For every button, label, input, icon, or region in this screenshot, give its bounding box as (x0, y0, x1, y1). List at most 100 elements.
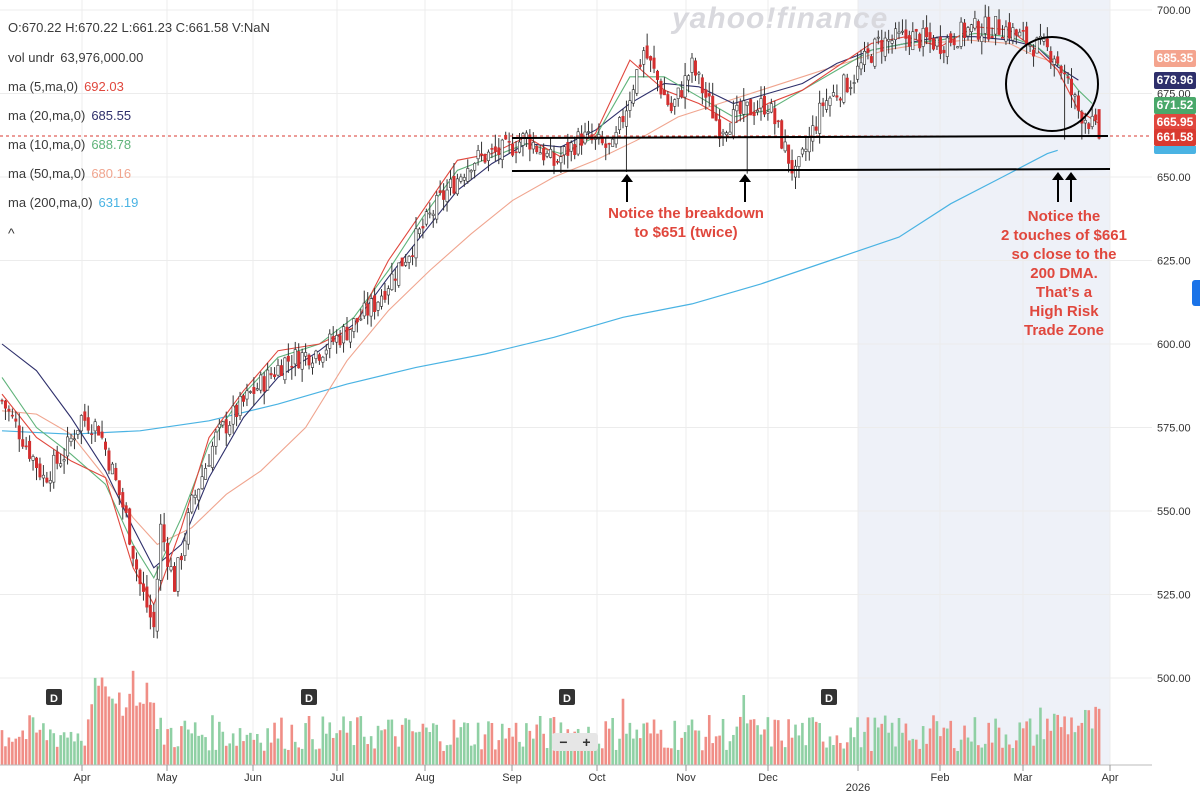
volume-bar (297, 747, 300, 765)
volume-bar (828, 736, 832, 765)
candle-body (486, 151, 490, 161)
arrow-mar-2 (1065, 172, 1077, 202)
zoom-in-button[interactable]: + (582, 734, 591, 750)
volume-bar (797, 735, 801, 765)
candle-body (438, 190, 442, 193)
volume-bar (514, 722, 518, 765)
candle-body (645, 45, 649, 59)
volume-bar (1063, 716, 1066, 765)
zoom-out-button[interactable]: − (559, 734, 568, 750)
candle-body (1063, 72, 1067, 75)
volume-bar (811, 717, 815, 765)
volume-bar (456, 737, 459, 765)
volume-bar (721, 718, 725, 765)
candle-body (1059, 65, 1063, 74)
candle-body (166, 542, 170, 567)
price-tag: 685.35 (1154, 50, 1196, 67)
volume-bar (904, 723, 908, 765)
candle-body (859, 62, 863, 70)
candle-body (907, 35, 911, 47)
volume-bar (528, 730, 532, 765)
candle-body (738, 101, 742, 114)
candle-body (10, 414, 14, 417)
volume-bar (569, 749, 573, 765)
candle-body (507, 141, 511, 143)
side-panel-toggle[interactable] (1192, 280, 1200, 306)
candle-body (1097, 109, 1101, 139)
volume-bar (1087, 710, 1091, 765)
volume-bar (190, 733, 194, 765)
volume-bar (104, 686, 107, 765)
candle-body (666, 94, 670, 105)
price-tag: 665.95 (1154, 114, 1196, 131)
yahoo-finance-watermark: yahoo!finance (672, 2, 889, 35)
candle-body (445, 189, 449, 202)
volume-bar (69, 731, 73, 765)
candle-body (983, 16, 987, 34)
candle-body (76, 429, 80, 435)
candle-body (607, 142, 611, 145)
volume-bar (152, 702, 156, 765)
candle-body (921, 28, 925, 47)
volume-bar (59, 735, 62, 765)
volume-bar (100, 677, 104, 765)
volume-bar (732, 734, 735, 765)
candlesticks (0, 4, 1101, 639)
x-tick-label: Jul (330, 772, 344, 784)
candle-body (1056, 56, 1060, 64)
candle-body (773, 108, 777, 125)
volume-bar (473, 744, 476, 765)
collapse-legend-icon[interactable]: ^ (8, 225, 15, 241)
volume-bar (597, 743, 601, 765)
volume-bar (701, 750, 704, 765)
volume-bar (1097, 708, 1101, 765)
volume-bar (535, 724, 539, 765)
x-tick-label: Mar (1014, 772, 1033, 784)
volume-bar (449, 744, 452, 765)
candle-body (793, 165, 797, 178)
candle-body (162, 524, 166, 543)
candle-body (373, 295, 377, 312)
volume-bar (880, 723, 884, 765)
annotation-line: to $651 (twice) (634, 224, 738, 241)
candle-body (731, 109, 735, 137)
volume-bar (1073, 732, 1077, 765)
candle-body (383, 290, 387, 300)
candle-body (124, 505, 128, 513)
volume-bar (90, 704, 93, 765)
volume-bar (204, 737, 207, 765)
volume-bar (218, 721, 221, 765)
candle-body (186, 512, 190, 545)
zoom-control[interactable]: − + (552, 733, 598, 751)
candle-body (31, 456, 35, 461)
candle-body (700, 77, 704, 94)
volume-bar (314, 749, 318, 765)
candle-body (994, 16, 998, 35)
candle-body (411, 255, 415, 257)
candle-body (52, 454, 56, 483)
candle-body (1025, 26, 1029, 45)
volume-bar (863, 731, 866, 765)
volume-bar (980, 747, 984, 765)
candle-body (359, 318, 363, 321)
candle-body (1066, 76, 1070, 79)
volume-bar (1018, 722, 1022, 765)
volume-bar (990, 742, 994, 765)
volume-bar (66, 737, 69, 765)
volume-bar (17, 736, 21, 765)
candle-body (317, 354, 321, 361)
candle-body (949, 33, 953, 43)
volume-bar (739, 716, 742, 765)
indicator-value: 692.03 (84, 79, 124, 94)
candle-body (72, 438, 76, 441)
candle-body (79, 415, 83, 432)
candle-body (310, 362, 314, 368)
dividend-marker-label: D (825, 693, 833, 705)
volume-bar (45, 740, 49, 765)
volume-bar (645, 722, 649, 765)
volume-bar (704, 736, 708, 765)
x-tick-label: Oct (588, 772, 605, 784)
candle-body (93, 421, 97, 432)
